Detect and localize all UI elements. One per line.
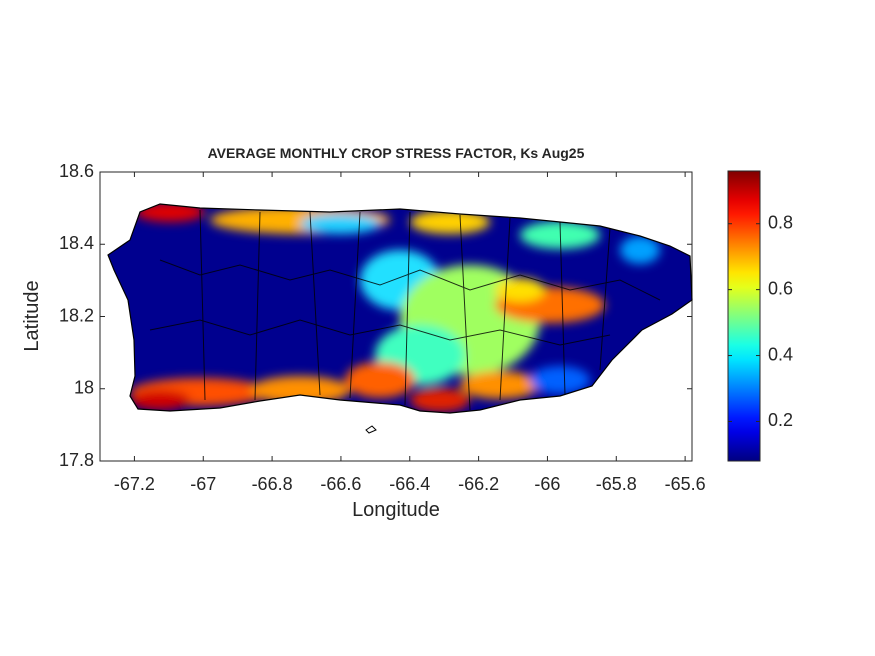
x-axis-label: Longitude	[352, 499, 440, 521]
colorbar-tick-label: 0.6	[768, 278, 793, 298]
x-tick-label: -65.8	[596, 474, 637, 494]
y-tick-label: 17.8	[59, 450, 94, 470]
colorbar	[727, 170, 761, 462]
y-tick-label: 18	[74, 378, 94, 398]
colorbar-tick-label: 0.2	[768, 410, 793, 430]
y-axis-label: Latitude	[21, 280, 43, 351]
x-tick-label: -66	[534, 474, 560, 494]
y-tick-label: 18.2	[59, 305, 94, 325]
stress-raster	[108, 204, 692, 413]
y-tick-label: 18.4	[59, 233, 94, 253]
colorbar-tick-label: 0.4	[768, 344, 793, 364]
x-tick-label: -65.6	[665, 474, 706, 494]
x-tick-label: -67.2	[114, 474, 155, 494]
x-tick-label: -66.6	[320, 474, 361, 494]
chart-title: AVERAGE MONTHLY CROP STRESS FACTOR, Ks A…	[208, 145, 585, 161]
x-tick-label: -66.4	[389, 474, 430, 494]
y-tick-label: 18.6	[59, 161, 94, 181]
x-tick-label: -66.8	[252, 474, 293, 494]
colorbar-tick-label: 0.8	[768, 212, 793, 232]
x-tick-label: -66.2	[458, 474, 499, 494]
x-tick-label: -67	[190, 474, 216, 494]
coastline	[107, 203, 693, 414]
island-islet	[365, 425, 377, 434]
